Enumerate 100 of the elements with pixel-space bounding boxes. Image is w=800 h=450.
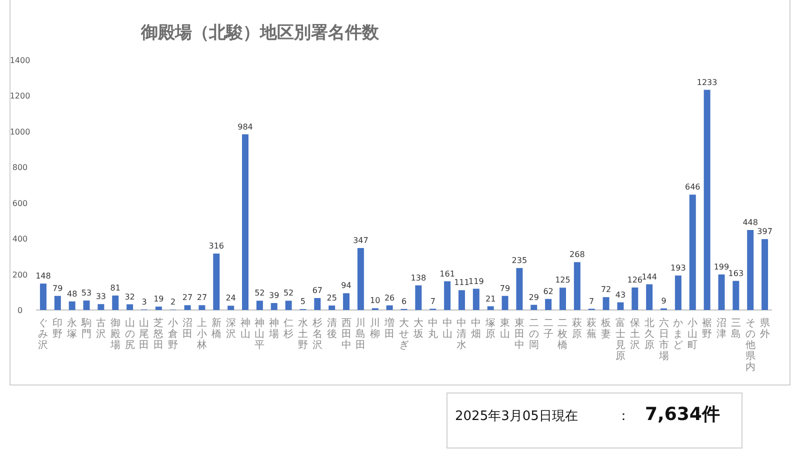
data-label: 62 <box>543 286 554 296</box>
bar <box>632 288 638 310</box>
data-label: 268 <box>570 250 585 260</box>
x-tick-label: 古沢 <box>96 317 106 340</box>
x-tick-label: 中丸 <box>428 317 438 340</box>
data-label: 19 <box>154 294 164 304</box>
x-tick-label: 新橋 <box>211 317 222 340</box>
bar <box>126 304 134 310</box>
bar <box>83 300 90 310</box>
data-label: 125 <box>555 276 570 285</box>
x-tick-label: 川柳 <box>370 317 380 340</box>
data-label: 161 <box>440 269 455 278</box>
bar <box>458 290 465 310</box>
data-label: 43 <box>615 290 626 300</box>
x-tick-label: 保土沢 <box>630 318 640 351</box>
x-tick-label: 東山 <box>500 317 510 340</box>
x-tick-label: 山尾田 <box>139 317 150 351</box>
data-label: 5 <box>300 297 306 306</box>
bar <box>617 302 624 310</box>
data-label: 26 <box>384 293 395 302</box>
x-tick-label: 神場 <box>268 317 280 340</box>
bar <box>228 306 234 310</box>
x-tick-label: 中山 <box>442 317 452 340</box>
text: 2025年3月05日現在 <box>455 409 578 424</box>
data-label: 235 <box>512 256 528 266</box>
x-tick-label: 深沢 <box>226 317 236 340</box>
x-tick-label: 萩蕪 <box>586 317 597 340</box>
bar <box>689 194 696 310</box>
data-label: 448 <box>742 218 758 227</box>
data-label: 33 <box>96 292 106 302</box>
data-label: 126 <box>627 276 643 284</box>
data-label: 24 <box>226 294 236 303</box>
x-tick-label: 杉名沢 <box>311 317 322 351</box>
x-tick-label: 六日市場 <box>658 317 669 362</box>
data-label: 48 <box>66 289 78 298</box>
x-tick-label: 裾野 <box>702 317 712 340</box>
x-tick-label: 沼田 <box>182 317 193 340</box>
bar <box>54 296 61 310</box>
data-label: 79 <box>52 284 63 293</box>
bar <box>487 306 494 310</box>
x-tick-label: 板妻 <box>600 317 612 340</box>
x-tick-label: 川島田 <box>356 317 366 351</box>
bar <box>256 300 263 310</box>
bar <box>155 306 162 310</box>
bar <box>198 305 206 310</box>
data-label: 347 <box>353 236 368 246</box>
bar <box>184 305 191 310</box>
y-tick-label: 600 <box>12 198 28 208</box>
data-label: 25 <box>326 294 337 303</box>
y-tick-label: 1200 <box>10 92 30 101</box>
x-tick-label: 駒門 <box>80 318 92 340</box>
bar <box>704 90 710 310</box>
x-tick-label: 御殿場 <box>109 318 120 351</box>
x-tick-label: 北久原 <box>644 317 654 351</box>
data-label: 29 <box>528 292 539 302</box>
bar <box>602 297 610 310</box>
data-label: 52 <box>283 288 294 298</box>
data-label: 10 <box>370 296 380 306</box>
x-tick-label: 萩原 <box>572 317 582 340</box>
data-label: 21 <box>485 294 496 304</box>
bar <box>545 298 552 310</box>
data-label: 397 <box>757 227 772 236</box>
bar <box>444 281 451 310</box>
x-tick-label: ぐみ沢 <box>38 318 48 351</box>
data-label: 144 <box>642 272 657 282</box>
data-label: 32 <box>124 292 135 302</box>
bar <box>516 268 523 310</box>
data-label: 646 <box>684 182 700 192</box>
data-label: 119 <box>468 276 484 286</box>
x-tick-label: 神山 <box>240 317 250 340</box>
data-label: 7 <box>589 296 594 306</box>
x-tick-label: 芝怒田 <box>152 317 164 351</box>
bar <box>98 304 104 310</box>
bar <box>502 296 508 310</box>
bar <box>386 305 393 310</box>
data-label: 193 <box>670 264 686 273</box>
x-tick-label: 上小林 <box>196 317 207 351</box>
data-label: 39 <box>269 291 280 300</box>
x-tick-label: 永塚 <box>66 317 78 340</box>
data-label: 1233 <box>696 78 718 87</box>
x-tick-label: 大せぎ <box>399 317 409 351</box>
bar <box>270 303 278 310</box>
bar <box>285 300 292 310</box>
x-tick-label: 富士見原 <box>615 317 626 362</box>
bar <box>762 239 768 310</box>
bar <box>574 262 580 310</box>
data-label: 27 <box>182 293 193 302</box>
x-tick-label: 中清水 <box>456 317 467 351</box>
bar <box>646 284 653 310</box>
data-label: 94 <box>341 281 352 290</box>
bar <box>415 285 422 310</box>
x-tick-label: 東田中 <box>514 317 524 351</box>
text: ： <box>617 409 630 424</box>
x-tick-label: 三島 <box>730 318 741 340</box>
data-label: 53 <box>81 288 92 298</box>
bar <box>40 284 46 310</box>
x-tick-label: 塚原 <box>484 317 496 340</box>
data-label: 81 <box>110 284 120 293</box>
x-tick-label: 印野 <box>52 317 63 340</box>
x-tick-label: 二枚橋 <box>556 318 568 351</box>
